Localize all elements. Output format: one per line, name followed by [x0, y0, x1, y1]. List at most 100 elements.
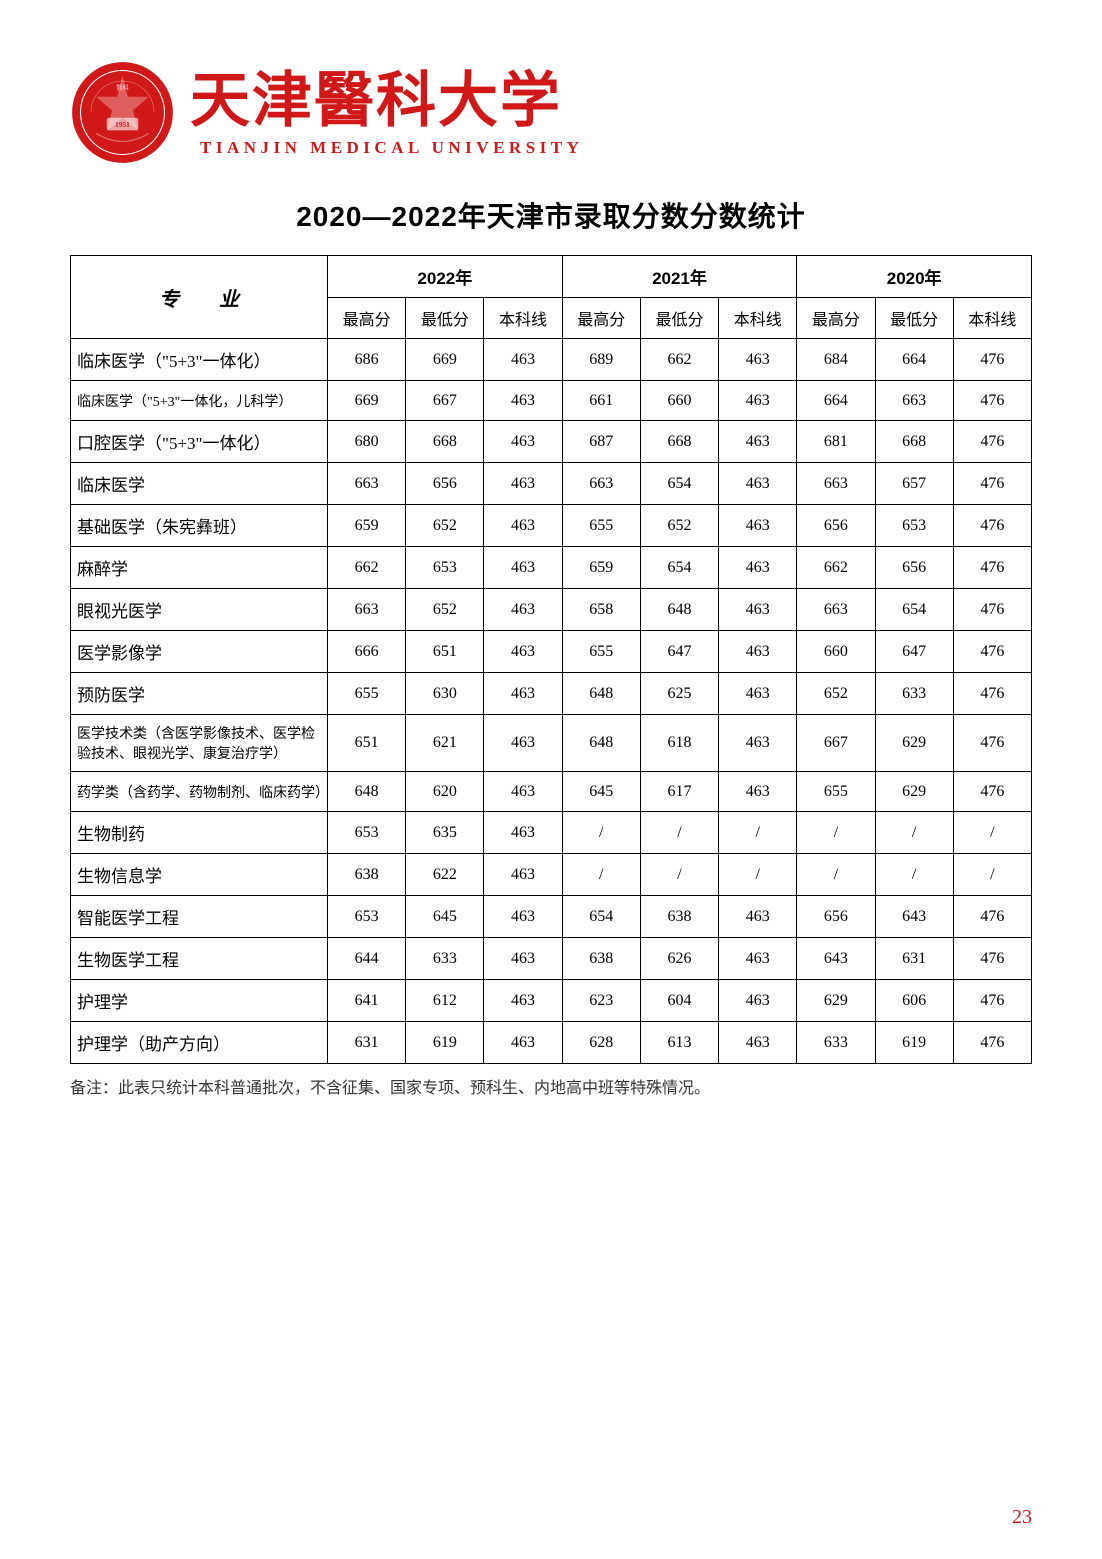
- score-cell: 463: [719, 896, 797, 938]
- score-cell: 476: [953, 1022, 1031, 1064]
- score-cell: 656: [406, 463, 484, 505]
- score-cell: 635: [406, 812, 484, 854]
- score-cell: 645: [562, 772, 640, 812]
- score-cell: 654: [875, 589, 953, 631]
- score-cell: 463: [484, 505, 562, 547]
- score-cell: 660: [797, 631, 875, 673]
- table-row: 临床医学（"5+3"一体化，儿科学）6696674636616604636646…: [71, 381, 1032, 421]
- sub-header-cell: 最高分: [328, 298, 406, 339]
- table-row: 生物医学工程644633463638626463643631476: [71, 938, 1032, 980]
- score-cell: 655: [328, 673, 406, 715]
- score-cell: 631: [328, 1022, 406, 1064]
- score-cell: 638: [562, 938, 640, 980]
- major-name-cell: 护理学: [71, 980, 328, 1022]
- score-cell: 684: [797, 339, 875, 381]
- sub-header-cell: 最低分: [406, 298, 484, 339]
- score-cell: 638: [328, 854, 406, 896]
- page-number: 23: [1012, 1506, 1032, 1529]
- table-row: 口腔医学（"5+3"一体化）68066846368766846368166847…: [71, 421, 1032, 463]
- major-name-cell: 临床医学: [71, 463, 328, 505]
- major-name-cell: 生物医学工程: [71, 938, 328, 980]
- score-cell: 606: [875, 980, 953, 1022]
- score-cell: 653: [328, 812, 406, 854]
- table-row: 药学类（含药学、药物制剂、临床药学）6486204636456174636556…: [71, 772, 1032, 812]
- score-cell: 663: [875, 381, 953, 421]
- sub-header-cell: 本科线: [719, 298, 797, 339]
- score-cell: 653: [875, 505, 953, 547]
- score-cell: 463: [719, 631, 797, 673]
- score-cell: 476: [953, 980, 1031, 1022]
- score-cell: 652: [640, 505, 718, 547]
- score-cell: 662: [328, 547, 406, 589]
- year-header-2020: 2020年: [797, 256, 1032, 298]
- score-cell: 653: [406, 547, 484, 589]
- score-cell: 619: [875, 1022, 953, 1064]
- major-column-header: 专 业: [71, 256, 328, 339]
- major-name-cell: 生物制药: [71, 812, 328, 854]
- score-cell: 654: [562, 896, 640, 938]
- score-cell: 667: [406, 381, 484, 421]
- svg-text:1951: 1951: [115, 120, 130, 129]
- score-cell: 476: [953, 896, 1031, 938]
- document-header: 1951 醫科 天津醫科大学 TIANJIN MEDICAL UNIVERSIT…: [70, 60, 1032, 165]
- table-row: 临床医学663656463663654463663657476: [71, 463, 1032, 505]
- score-cell: 463: [484, 339, 562, 381]
- score-cell: 660: [640, 381, 718, 421]
- score-cell: 621: [406, 715, 484, 772]
- score-cell: 669: [406, 339, 484, 381]
- score-cell: 656: [875, 547, 953, 589]
- table-header: 专 业 2022年 2021年 2020年 最高分最低分本科线最高分最低分本科线…: [71, 256, 1032, 339]
- score-cell: 476: [953, 505, 1031, 547]
- table-row: 护理学（助产方向）631619463628613463633619476: [71, 1022, 1032, 1064]
- major-name-cell: 临床医学（"5+3"一体化，儿科学）: [71, 381, 328, 421]
- score-cell: /: [875, 812, 953, 854]
- table-row: 智能医学工程653645463654638463656643476: [71, 896, 1032, 938]
- score-cell: 463: [484, 812, 562, 854]
- year-header-2021: 2021年: [562, 256, 797, 298]
- score-cell: 629: [875, 772, 953, 812]
- score-cell: 463: [719, 772, 797, 812]
- score-cell: 662: [640, 339, 718, 381]
- admission-scores-table: 专 业 2022年 2021年 2020年 最高分最低分本科线最高分最低分本科线…: [70, 255, 1032, 1064]
- page-title: 2020—2022年天津市录取分数分数统计: [70, 195, 1032, 235]
- score-cell: 647: [875, 631, 953, 673]
- score-cell: 463: [484, 1022, 562, 1064]
- score-cell: 643: [797, 938, 875, 980]
- score-cell: 463: [484, 896, 562, 938]
- table-row: 医学影像学666651463655647463660647476: [71, 631, 1032, 673]
- footnote: 备注：此表只统计本科普通批次，不含征集、国家专项、预科生、内地高中班等特殊情况。: [70, 1074, 1032, 1098]
- score-cell: 663: [797, 589, 875, 631]
- score-cell: 668: [875, 421, 953, 463]
- score-cell: 625: [640, 673, 718, 715]
- score-cell: 463: [484, 631, 562, 673]
- score-cell: /: [797, 854, 875, 896]
- score-cell: 463: [719, 505, 797, 547]
- score-cell: 663: [328, 463, 406, 505]
- score-cell: 663: [328, 589, 406, 631]
- score-cell: 628: [562, 1022, 640, 1064]
- score-cell: 680: [328, 421, 406, 463]
- score-cell: 638: [640, 896, 718, 938]
- score-cell: 476: [953, 547, 1031, 589]
- score-cell: 463: [719, 547, 797, 589]
- score-cell: 661: [562, 381, 640, 421]
- score-cell: 653: [328, 896, 406, 938]
- score-cell: 613: [640, 1022, 718, 1064]
- score-cell: 623: [562, 980, 640, 1022]
- score-cell: /: [562, 812, 640, 854]
- score-cell: 686: [328, 339, 406, 381]
- table-row: 麻醉学662653463659654463662656476: [71, 547, 1032, 589]
- sub-header-cell: 最高分: [562, 298, 640, 339]
- table-row: 护理学641612463623604463629606476: [71, 980, 1032, 1022]
- score-cell: 463: [484, 381, 562, 421]
- score-cell: 604: [640, 980, 718, 1022]
- score-cell: 619: [406, 1022, 484, 1064]
- university-name-block: 天津醫科大学 TIANJIN MEDICAL UNIVERSITY: [190, 68, 1032, 158]
- sub-header-cell: 最高分: [797, 298, 875, 339]
- major-name-cell: 医学影像学: [71, 631, 328, 673]
- major-name-cell: 临床医学（"5+3"一体化）: [71, 339, 328, 381]
- score-cell: 655: [797, 772, 875, 812]
- score-cell: 648: [328, 772, 406, 812]
- score-cell: 463: [484, 938, 562, 980]
- score-cell: 463: [484, 980, 562, 1022]
